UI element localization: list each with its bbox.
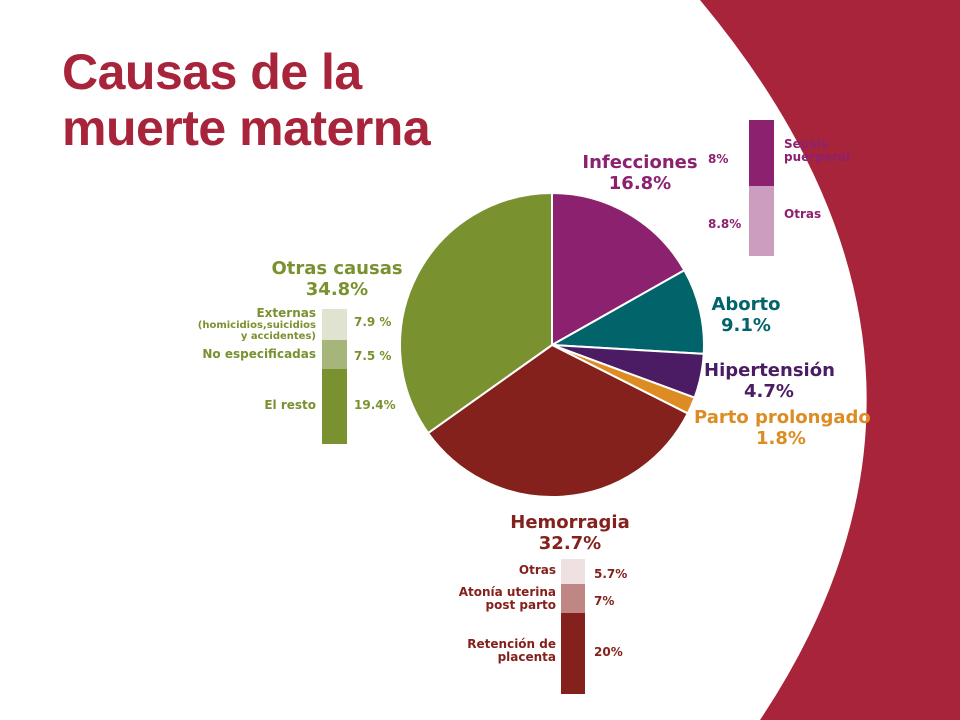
infecciones-sepsis-label: Sepsis puerperal bbox=[784, 137, 851, 164]
hemorragia-bar-retencion bbox=[561, 613, 585, 694]
infecciones-otras-value: 8.8% bbox=[708, 217, 742, 231]
label-hemorragia-name: Hemorragia bbox=[510, 512, 630, 533]
label-hipertension-name: Hipertensión bbox=[704, 360, 835, 381]
label-infecciones-value: 16.8% bbox=[608, 173, 672, 194]
otras-externas-label: Externas (homicidios,suicidios y acciden… bbox=[194, 306, 316, 343]
label-aborto-value: 9.1% bbox=[721, 315, 771, 336]
hemorragia-atonia-label: Atonía uterina post parto bbox=[458, 585, 556, 612]
otras-bar-externas bbox=[322, 309, 347, 340]
otras-bar-el-resto bbox=[322, 369, 347, 444]
hemorragia-bar-otras bbox=[561, 559, 585, 584]
title-line-1: Causas de la bbox=[62, 44, 362, 100]
label-hemorragia-value: 32.7% bbox=[538, 533, 602, 554]
background-arc-shape bbox=[700, 0, 960, 720]
infecciones-bar-sepsis bbox=[749, 120, 774, 186]
otras-el-resto-label: El resto bbox=[264, 398, 316, 412]
page-title: Causas de la muerte materna bbox=[62, 44, 431, 156]
hemorragia-retencion-label: Retención de placenta bbox=[467, 637, 556, 664]
label-infecciones-name: Infecciones bbox=[582, 152, 698, 173]
otras-externas-value: 7.9 % bbox=[354, 315, 392, 329]
otras-externas-name: Externas bbox=[256, 306, 316, 320]
infecciones-bar-otras bbox=[749, 186, 774, 256]
label-parto-name: Parto prolongado bbox=[694, 407, 871, 428]
hemorragia-bar-atonia bbox=[561, 584, 585, 613]
label-aborto-name: Aborto bbox=[711, 294, 781, 315]
label-parto-value: 1.8% bbox=[756, 428, 806, 449]
hemorragia-otras-value: 5.7% bbox=[594, 567, 628, 581]
pie-slice-otras-causas bbox=[399, 191, 553, 435]
label-hemorragia: Hemorragia 32.7% bbox=[500, 512, 640, 554]
otras-bar-no-especificadas bbox=[322, 340, 347, 369]
pie-slice-hemorragia bbox=[426, 343, 690, 498]
label-parto: Parto prolongado 1.8% bbox=[694, 407, 871, 449]
label-otras-causas-name: Otras causas bbox=[271, 258, 403, 279]
pie-slice-infecciones bbox=[551, 191, 686, 347]
label-otras-causas-value: 34.8% bbox=[305, 279, 369, 300]
otras-el-resto-value: 19.4% bbox=[354, 398, 396, 412]
infecciones-sepsis-value: 8% bbox=[708, 152, 729, 166]
otras-externas-sublabel: (homicidios,suicidios y accidentes) bbox=[197, 320, 316, 342]
label-hipertension: Hipertensión 4.7% bbox=[704, 360, 835, 402]
label-infecciones: Infecciones 16.8% bbox=[580, 152, 700, 194]
hemorragia-retencion-value: 20% bbox=[594, 645, 623, 659]
label-hipertension-value: 4.7% bbox=[744, 381, 794, 402]
infecciones-otras-label: Otras bbox=[784, 207, 822, 221]
pie-slice-aborto bbox=[548, 268, 705, 355]
title-line-2: muerte materna bbox=[62, 100, 431, 156]
otras-no-especificadas-label: No especificadas bbox=[202, 347, 316, 361]
otras-no-especificadas-value: 7.5 % bbox=[354, 349, 392, 363]
label-aborto: Aborto 9.1% bbox=[706, 294, 786, 336]
hemorragia-otras-label: Otras bbox=[518, 563, 556, 577]
hemorragia-atonia-value: 7% bbox=[594, 594, 615, 608]
label-otras-causas: Otras causas 34.8% bbox=[270, 258, 404, 300]
